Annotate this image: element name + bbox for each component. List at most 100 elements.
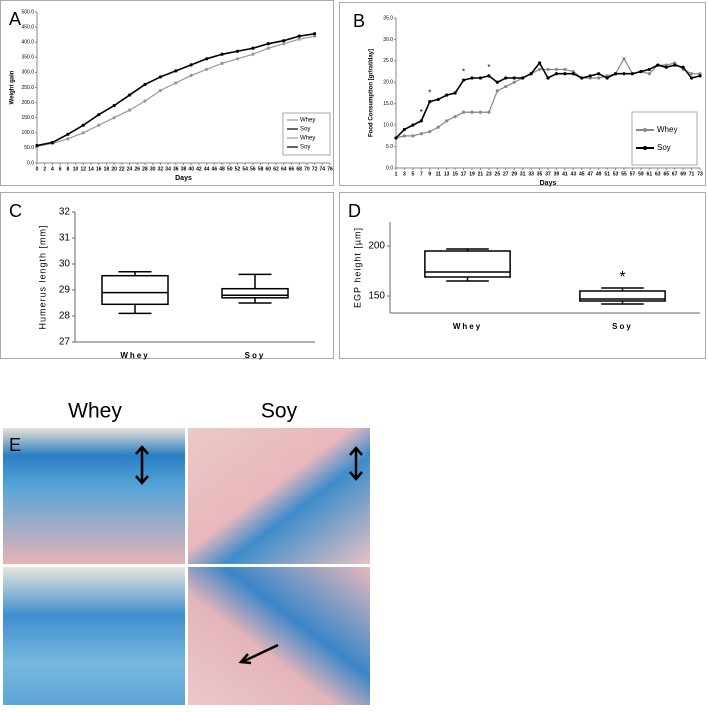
x-tick-label: 14 (88, 166, 94, 172)
significance-marker: * (487, 63, 490, 72)
x-tick-label: 73 (697, 171, 703, 177)
x-tick-label: 19 (469, 171, 475, 177)
x-tick-label: 61 (647, 171, 653, 177)
arrows (135, 445, 363, 665)
data-point (35, 143, 39, 148)
significance-marker: * (428, 89, 431, 98)
x-tick-label: 37 (545, 171, 551, 177)
y-tick-label: 30.0 (383, 37, 393, 43)
x-tick-label: 26 (134, 166, 140, 172)
significance-marker: * (462, 67, 465, 76)
data-point (205, 57, 209, 61)
x-tick-label: 51 (604, 171, 610, 177)
panel-label: C (9, 201, 22, 221)
x-tick-label: 35 (537, 171, 543, 177)
data-point (445, 119, 449, 123)
y-axis-label: Food Consumption [gr/rat/day] (369, 49, 375, 137)
data-point (622, 72, 626, 76)
x-tick-label: 48 (219, 166, 225, 172)
x-tick-label: 3 (403, 171, 406, 177)
panel-frame (339, 2, 706, 186)
column-title: Soy (261, 400, 298, 423)
data-point (689, 76, 694, 80)
data-point (554, 67, 559, 72)
y-axis-label: EGP height [µm] (352, 227, 362, 308)
data-point (174, 81, 178, 85)
data-point (66, 137, 70, 141)
x-tick-label: 13 (444, 171, 450, 177)
y-tick-label: 5.0 (386, 144, 393, 150)
y-tick-label: 250.0 (21, 85, 34, 91)
data-point (297, 37, 301, 41)
data-point (205, 67, 209, 71)
x-tick-label: 46 (212, 166, 218, 172)
legend-frame (631, 111, 698, 166)
data-point (504, 84, 508, 89)
x-tick-label: 30 (150, 166, 156, 172)
y-axis-label: Weight gain (10, 70, 16, 104)
y-tick-label: 29 (59, 285, 71, 296)
x-tick-label: 0 (36, 166, 39, 172)
x-axis-label: Days (175, 175, 192, 182)
data-point (158, 88, 162, 93)
x-tick-label: 2 (43, 166, 46, 172)
data-point (478, 76, 483, 80)
y-tick-label: 27 (59, 337, 71, 348)
column-title: Whey (68, 400, 122, 423)
data-point (81, 123, 85, 127)
data-point (436, 97, 440, 102)
data-point (656, 63, 660, 67)
x-tick-label: 60 (266, 166, 272, 172)
data-point (571, 72, 575, 76)
x-tick-label: 31 (520, 171, 526, 177)
x-tick-label: Whey (453, 322, 482, 331)
data-point (127, 93, 132, 97)
data-point (66, 132, 70, 136)
x-tick-label: 4 (51, 166, 54, 172)
data-point (312, 32, 317, 36)
x-tick-label: 23 (486, 171, 492, 177)
data-point (630, 72, 635, 76)
x-tick-label: 32 (158, 166, 164, 172)
data-point (487, 110, 491, 114)
x-tick-label: 17 (461, 171, 467, 177)
y-tick-label: 400.0 (21, 40, 34, 46)
x-tick-label: 9 (428, 171, 431, 177)
x-tick-label: 43 (571, 171, 577, 177)
x-tick-label: 47 (587, 171, 593, 177)
y-tick-label: 25.0 (383, 58, 393, 64)
data-point (428, 99, 432, 104)
data-point (664, 65, 668, 69)
significance-marker: * (420, 108, 423, 117)
data-point (394, 136, 398, 140)
panel-frame (0, 0, 334, 186)
x-tick-label: 45 (579, 171, 585, 177)
y-tick-label: 100.0 (21, 130, 34, 136)
data-point (698, 74, 702, 78)
data-point (537, 67, 542, 72)
y-tick-label: 10.0 (383, 122, 393, 128)
data-point (681, 65, 685, 69)
data-point (445, 93, 449, 97)
legend-swatch (643, 146, 647, 150)
data-point (235, 49, 240, 53)
data-point (461, 78, 466, 82)
data-point (158, 75, 162, 79)
x-tick-label: 38 (181, 166, 187, 172)
y-tick-label: 300.0 (21, 70, 34, 76)
data-point (402, 127, 407, 132)
x-tick-label: 64 (281, 166, 287, 172)
x-tick-label: 42 (196, 166, 202, 172)
data-point (235, 57, 240, 61)
data-point (428, 129, 432, 134)
x-tick-label: 69 (680, 171, 686, 177)
y-tick-label: 15.0 (383, 101, 393, 107)
y-tick-label: 31 (59, 233, 71, 244)
x-tick-label: 11 (436, 171, 442, 177)
x-tick-label: 20 (111, 166, 117, 172)
histology-image (3, 428, 185, 564)
data-point (419, 119, 423, 123)
data-point (189, 73, 193, 78)
x-tick-label: 55 (621, 171, 627, 177)
legend-label: Soy (657, 143, 671, 152)
